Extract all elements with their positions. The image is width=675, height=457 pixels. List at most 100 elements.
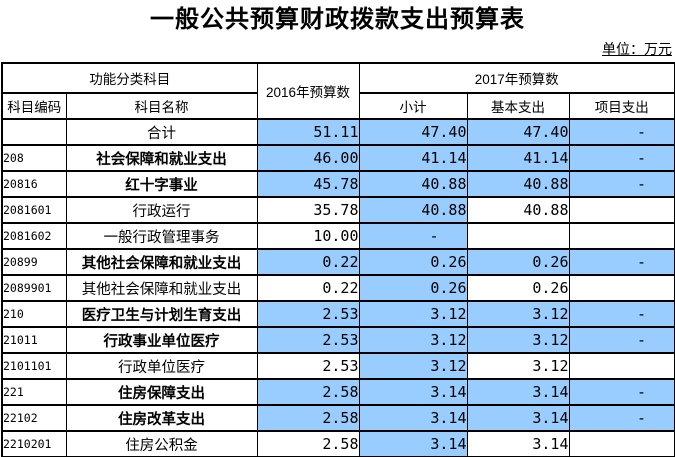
cell-value-2017-subtotal: 40.88 xyxy=(358,196,468,224)
cell-subject-name: 住房保障支出 xyxy=(65,378,258,406)
header-subtotal: 小计 xyxy=(358,92,468,120)
cell-value-2017-basic: 3.12 xyxy=(466,300,570,328)
cell-subject-name: 医疗卫生与计划生育支出 xyxy=(65,300,258,328)
unit-label: 单位：万元 xyxy=(602,41,672,57)
cell-subject-code: 208 xyxy=(1,144,67,172)
table-body: 合计 51.11 47.40 47.40-208 社会保障和就业支出 46.00 41.14… xyxy=(1,118,675,457)
header-row-columns: 科目编码 科目名称 小计 基本支出 项目支出 xyxy=(1,92,675,120)
cell-subject-name: 一般行政管理事务 xyxy=(65,222,258,250)
cell-value-2017-basic: 3.14 xyxy=(466,404,570,432)
budget-table: 功能分类科目 2016年预算数 2017年预算数 科目编码 科目名称 小计 基本… xyxy=(1,62,675,457)
cell-value-2017-basic xyxy=(466,222,570,250)
cell-value-2016: 2.58 xyxy=(256,404,360,432)
cell-value-2017-subtotal: 3.14 xyxy=(358,378,468,406)
cell-subject-code: 2081602 xyxy=(1,222,67,250)
header-row-groups: 功能分类科目 2016年预算数 2017年预算数 xyxy=(1,62,675,120)
cell-value-2016: 10.00 xyxy=(256,222,360,250)
cell-subject-name: 住房公积金 xyxy=(65,430,258,457)
table-row: 221 住房保障支出 2.58 3.14 3.14- xyxy=(1,378,675,406)
table-row: 合计 51.11 47.40 47.40- xyxy=(1,118,675,146)
cell-value-2017-subtotal: 0.26 xyxy=(358,274,468,302)
cell-value-2017-project xyxy=(568,430,675,457)
cell-subject-code: 2081601 xyxy=(1,196,67,224)
table-row: 20899 其他社会保障和就业支出 0.22 0.26 0.26- xyxy=(1,248,675,276)
cell-value-2017-project: - xyxy=(568,170,675,198)
cell-value-2017-subtotal: 40.88 xyxy=(358,170,468,198)
cell-value-2016: 45.78 xyxy=(256,170,360,198)
cell-value-2017-basic: 40.88 xyxy=(466,196,570,224)
cell-value-2017-project: - xyxy=(568,378,675,406)
table-row: 2089901 其他社会保障和就业支出 0.22 0.26 0.26 xyxy=(1,274,675,302)
cell-value-2017-basic: 3.12 xyxy=(466,326,570,354)
table-row: 210 医疗卫生与计划生育支出 2.53 3.12 3.12- xyxy=(1,300,675,328)
table-row: 21011 行政事业单位医疗 2.53 3.12 3.12- xyxy=(1,326,675,354)
cell-value-2017-basic: 0.26 xyxy=(466,274,570,302)
header-project-expenditure: 项目支出 xyxy=(568,92,675,120)
table-header: 功能分类科目 2016年预算数 2017年预算数 科目编码 科目名称 小计 基本… xyxy=(1,62,675,120)
cell-value-2017-subtotal: 3.14 xyxy=(358,430,468,457)
header-subject-code: 科目编码 xyxy=(1,92,67,120)
cell-value-2017-basic: 41.14 xyxy=(466,144,570,172)
table-row: 20816 红十字事业 45.78 40.88 40.88- xyxy=(1,170,675,198)
cell-subject-name: 行政运行 xyxy=(65,196,258,224)
cell-value-2017-basic: 3.12 xyxy=(466,352,570,380)
header-basic-expenditure: 基本支出 xyxy=(466,92,570,120)
header-budget-2016: 2016年预算数 xyxy=(256,62,360,120)
cell-value-2016: 2.58 xyxy=(256,378,360,406)
cell-value-2016: 2.53 xyxy=(256,352,360,380)
cell-value-2017-subtotal: 3.12 xyxy=(358,326,468,354)
cell-value-2017-project: - xyxy=(568,118,675,146)
cell-value-2017-subtotal: 47.40 xyxy=(358,118,468,146)
cell-value-2017-project xyxy=(568,222,675,250)
cell-subject-name: 红十字事业 xyxy=(65,170,258,198)
header-subject-name: 科目名称 xyxy=(65,92,258,120)
cell-value-2017-basic: 0.26 xyxy=(466,248,570,276)
cell-value-2017-basic: 47.40 xyxy=(466,118,570,146)
cell-value-2016: 2.58 xyxy=(256,430,360,457)
cell-subject-name: 住房改革支出 xyxy=(65,404,258,432)
cell-value-2017-project: - xyxy=(568,404,675,432)
cell-value-2017-subtotal: 41.14 xyxy=(358,144,468,172)
cell-value-2017-project: - xyxy=(568,300,675,328)
cell-subject-code: 20816 xyxy=(1,170,67,198)
cell-subject-code: 20899 xyxy=(1,248,67,276)
page-title: 一般公共预算财政拨款支出预算表 xyxy=(150,6,525,33)
cell-value-2017-project xyxy=(568,274,675,302)
cell-subject-code: 2089901 xyxy=(1,274,67,302)
cell-value-2017-subtotal: - xyxy=(358,222,468,250)
cell-subject-name: 社会保障和就业支出 xyxy=(65,144,258,172)
cell-value-2017-subtotal: 3.12 xyxy=(358,352,468,380)
cell-value-2017-project: - xyxy=(568,248,675,276)
cell-subject-name: 其他社会保障和就业支出 xyxy=(65,274,258,302)
table-row: 2081602 一般行政管理事务 10.00- xyxy=(1,222,675,250)
cell-subject-name: 行政事业单位医疗 xyxy=(65,326,258,354)
cell-value-2016: 51.11 xyxy=(256,118,360,146)
cell-subject-code: 210 xyxy=(1,300,67,328)
cell-subject-code: 221 xyxy=(1,378,67,406)
cell-value-2016: 0.22 xyxy=(256,274,360,302)
cell-value-2017-subtotal: 0.26 xyxy=(358,248,468,276)
cell-value-2017-subtotal: 3.14 xyxy=(358,404,468,432)
cell-subject-code: 21011 xyxy=(1,326,67,354)
cell-value-2017-project xyxy=(568,196,675,224)
table-row: 22102 住房改革支出 2.58 3.14 3.14- xyxy=(1,404,675,432)
table-row: 208 社会保障和就业支出 46.00 41.14 41.14- xyxy=(1,144,675,172)
cell-value-2016: 2.53 xyxy=(256,326,360,354)
table-row: 2210201 住房公积金 2.58 3.14 3.14 xyxy=(1,430,675,457)
cell-value-2017-project: - xyxy=(568,326,675,354)
cell-subject-name: 合计 xyxy=(65,118,258,146)
cell-value-2016: 46.00 xyxy=(256,144,360,172)
header-budget-2017: 2017年预算数 xyxy=(358,62,675,94)
cell-value-2017-subtotal: 3.12 xyxy=(358,300,468,328)
table-row: 2101101 行政单位医疗 2.53 3.12 3.12 xyxy=(1,352,675,380)
table-row: 2081601 行政运行 35.78 40.88 40.88 xyxy=(1,196,675,224)
cell-subject-code: 22102 xyxy=(1,404,67,432)
cell-subject-code xyxy=(1,118,67,146)
cell-value-2017-basic: 3.14 xyxy=(466,430,570,457)
cell-value-2017-basic: 3.14 xyxy=(466,378,570,406)
cell-subject-name: 其他社会保障和就业支出 xyxy=(65,248,258,276)
cell-value-2016: 35.78 xyxy=(256,196,360,224)
cell-subject-code: 2210201 xyxy=(1,430,67,457)
cell-value-2017-basic: 40.88 xyxy=(466,170,570,198)
